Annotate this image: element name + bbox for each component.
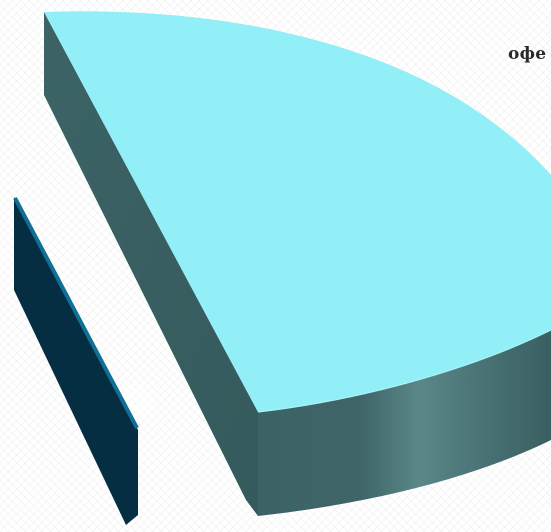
pie-slice-small-side xyxy=(14,197,138,525)
pie-slice-large xyxy=(44,11,551,516)
pie-slice-large-rim xyxy=(257,329,551,413)
pie-slice-large-side xyxy=(258,330,551,516)
pie-slice-small-top-edge xyxy=(13,197,139,429)
pie-slice-large-top xyxy=(44,11,551,412)
pie-slice-large-cut-face-inner xyxy=(44,12,258,516)
slice-label: офе xyxy=(508,44,547,64)
pie-slice-small xyxy=(13,197,139,525)
